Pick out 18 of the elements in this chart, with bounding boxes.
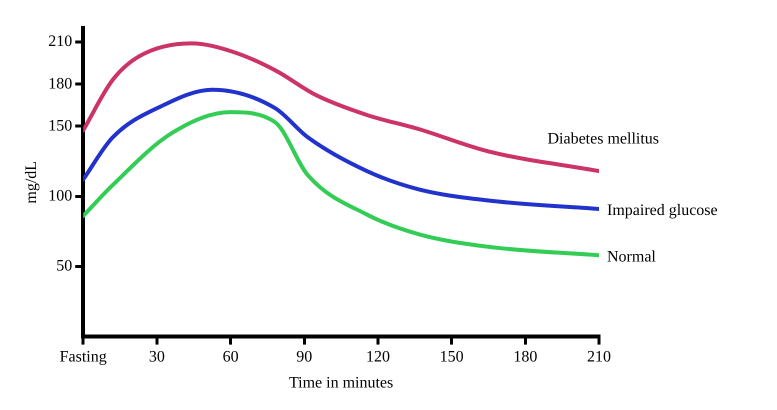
series-label: Normal	[607, 248, 656, 266]
y-tick-label: 50	[56, 258, 72, 275]
y-tick-label: 180	[48, 75, 72, 92]
y-tick-label: 150	[48, 117, 72, 134]
x-axis-title: Time in minutes	[288, 374, 394, 392]
x-tick-label: 210	[587, 348, 611, 366]
x-tick-label: 180	[513, 348, 538, 366]
x-tick-label: 30	[148, 348, 165, 366]
y-tick-label: 210	[48, 33, 72, 50]
y-axis-title: mg/dL	[22, 160, 40, 204]
series-label: Impaired glucose	[607, 202, 718, 220]
y-tick-label: 100	[48, 188, 72, 205]
x-tick-label: 90	[296, 348, 312, 366]
x-tick-label: 150	[440, 348, 464, 366]
x-tick-label: 120	[366, 348, 390, 366]
series-label: Diabetes mellitus	[547, 130, 659, 148]
x-tick-label: 60	[222, 348, 239, 366]
x-tick-label: Fasting	[60, 348, 107, 366]
